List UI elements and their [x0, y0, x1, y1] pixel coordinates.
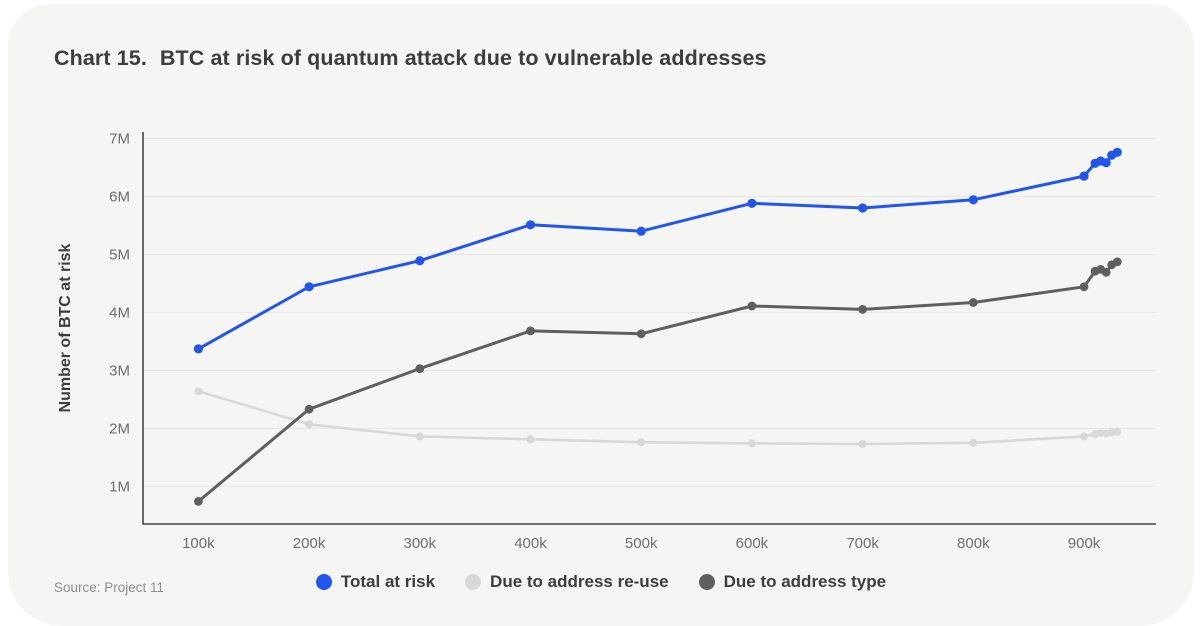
- data-point-type: [194, 497, 203, 506]
- data-point-total: [858, 203, 868, 213]
- data-point-reuse: [1080, 432, 1088, 441]
- data-point-reuse: [526, 435, 535, 444]
- data-point-reuse: [415, 432, 424, 441]
- data-point-total: [304, 282, 314, 292]
- data-point-reuse: [305, 420, 314, 429]
- x-tick-label: 200k: [293, 535, 326, 552]
- x-tick-labels: 100k 200k 300k 400k 500k 600k 700k 800k 900k: [182, 535, 1101, 552]
- data-point-reuse: [747, 439, 756, 448]
- y-tick-labels: 1M 2M 3M 4M 5M 6M 7M: [109, 130, 130, 495]
- legend-label-reuse: Due to address re-use: [490, 572, 669, 591]
- data-point-reuse: [194, 387, 203, 396]
- y-tick-label: 6M: [109, 188, 130, 205]
- series-type: [194, 257, 1122, 506]
- line-chart: 1M 2M 3M 4M 5M 6M 7M 100k 200k 300k 400k 500k 600k 70…: [109, 130, 1156, 552]
- data-point-type: [968, 298, 978, 307]
- legend-dot-type: [698, 574, 715, 590]
- data-point-total: [747, 198, 757, 208]
- x-tick-label: 900k: [1068, 535, 1101, 552]
- y-tick-label: 2M: [109, 420, 130, 437]
- data-point-total: [968, 195, 978, 205]
- y-tick-label: 5M: [109, 246, 130, 263]
- axis-spines: [142, 132, 1156, 525]
- x-tick-label: 800k: [957, 535, 990, 552]
- legend-label-type: Due to address type: [723, 572, 887, 591]
- data-point-type: [747, 301, 757, 311]
- data-point-total: [193, 344, 203, 354]
- x-tick-label: 400k: [514, 535, 547, 552]
- data-point-reuse: [969, 438, 978, 447]
- series-total: [193, 147, 1122, 354]
- data-point-reuse: [637, 438, 646, 447]
- data-point-type: [1112, 257, 1122, 267]
- x-tick-label: 700k: [846, 535, 879, 552]
- data-point-total: [415, 256, 425, 266]
- chart-title: Chart 15. BTC at risk of quantum attack d…: [54, 46, 767, 71]
- y-tick-label: 3M: [109, 362, 130, 379]
- data-point-type: [415, 364, 425, 373]
- legend-dot-total: [315, 574, 332, 590]
- data-point-type: [1101, 267, 1111, 277]
- legend-item-total: Total at risk: [315, 572, 436, 592]
- data-point-type: [304, 404, 314, 414]
- data-point-reuse: [1113, 427, 1122, 436]
- legend-label-total: Total at risk: [340, 572, 436, 591]
- data-point-reuse: [858, 440, 867, 448]
- data-point-type: [1079, 282, 1089, 292]
- x-tick-label: 500k: [625, 535, 658, 552]
- legend-dot-reuse: [465, 574, 482, 590]
- series-line-type: [196, 260, 1119, 503]
- y-tick-label: 1M: [109, 478, 130, 495]
- x-tick-label: 600k: [736, 535, 769, 552]
- series-reuse: [194, 387, 1122, 448]
- chart-footer: Source: Project 11 Total at risk Due to a…: [8, 572, 1194, 606]
- data-point-total: [1101, 158, 1111, 168]
- data-point-type: [526, 326, 535, 336]
- data-point-total: [636, 226, 646, 236]
- data-point-type: [858, 305, 867, 314]
- legend-item-type: Due to address type: [698, 572, 887, 592]
- data-point-type: [636, 329, 646, 339]
- legend-item-reuse: Due to address re-use: [465, 572, 669, 592]
- y-gridlines: [143, 137, 1156, 487]
- x-tick-label: 100k: [182, 535, 215, 552]
- chart-legend: Total at risk Due to address re-use Due to…: [8, 572, 1194, 592]
- data-point-total: [525, 220, 536, 230]
- y-tick-label: 7M: [109, 130, 130, 147]
- data-point-total: [1079, 171, 1089, 181]
- chart-title-text: BTC at risk of quantum attack due to vul…: [159, 46, 767, 70]
- y-tick-label: 4M: [109, 304, 130, 321]
- source-note: Source: Project 11: [54, 580, 165, 595]
- chart-number: Chart 15.: [54, 46, 147, 70]
- chart-card: Chart 15. BTC at risk of quantum attack d…: [8, 4, 1194, 626]
- data-point-total: [1112, 147, 1122, 157]
- x-tick-label: 300k: [404, 535, 437, 552]
- series-line-total: [196, 150, 1119, 351]
